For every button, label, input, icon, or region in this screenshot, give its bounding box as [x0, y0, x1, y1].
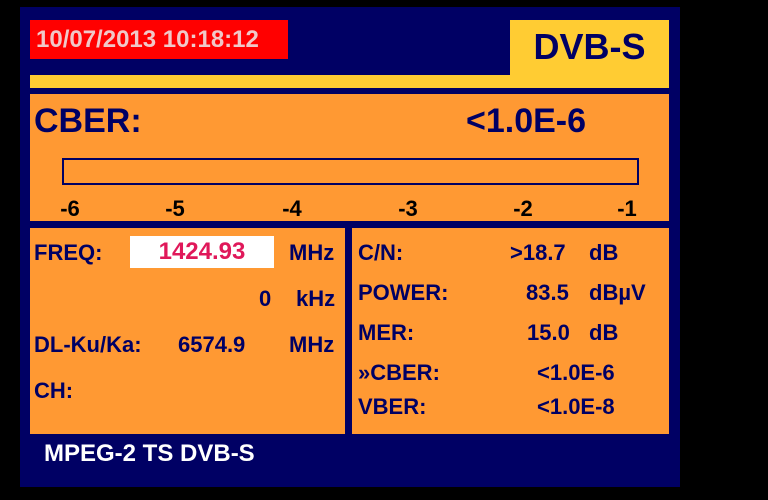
- scale-tick: -4: [282, 196, 302, 221]
- power-value: 83.5: [526, 280, 569, 305]
- cn-value: >18.7: [510, 240, 566, 265]
- scale-tick: -1: [617, 196, 637, 221]
- measurements-panel: C/N: >18.7 dB POWER: 83.5 dBµV MER: 15.0…: [352, 228, 669, 434]
- vber-label: VBER:: [358, 394, 427, 419]
- cber-panel: CBER: <1.0E-6: [30, 94, 669, 221]
- mer-label: MER:: [358, 320, 415, 345]
- freq-unit: MHz: [289, 240, 335, 265]
- mer-unit: dB: [589, 320, 619, 345]
- power-unit: dBµV: [589, 280, 646, 305]
- cber-meas-value: <1.0E-6: [537, 360, 615, 385]
- cber-value: <1.0E-6: [466, 102, 587, 140]
- frequency-panel: FREQ: 1424.93 MHz 0 kHz DL-Ku/Ka: 6574.9…: [30, 228, 345, 434]
- offset-value: 0: [259, 286, 272, 311]
- cn-unit: dB: [589, 240, 619, 265]
- header-strip: [30, 75, 669, 88]
- scale-tick: -6: [60, 196, 80, 221]
- dl-label: DL-Ku/Ka:: [34, 332, 142, 357]
- scale-tick: -2: [513, 196, 533, 221]
- datetime-display: 10/07/2013 10:18:12: [30, 20, 288, 59]
- scale-tick: -3: [398, 196, 418, 221]
- freq-label: FREQ:: [34, 240, 103, 265]
- status-footer: MPEG-2 TS DVB-S: [44, 440, 255, 467]
- freq-input[interactable]: 1424.93: [130, 236, 274, 268]
- cber-meas-label: »CBER:: [358, 360, 440, 385]
- cn-label: C/N:: [358, 240, 404, 265]
- cber-label: CBER:: [34, 102, 142, 140]
- offset-unit: kHz: [296, 286, 336, 311]
- ch-label: CH:: [34, 378, 74, 403]
- vber-value: <1.0E-8: [537, 394, 615, 419]
- dl-unit: MHz: [289, 332, 335, 357]
- scale-tick: -5: [165, 196, 185, 221]
- dl-value: 6574.9: [178, 332, 246, 357]
- mer-value: 15.0: [527, 320, 570, 345]
- cber-bar: [62, 158, 639, 185]
- power-label: POWER:: [358, 280, 449, 305]
